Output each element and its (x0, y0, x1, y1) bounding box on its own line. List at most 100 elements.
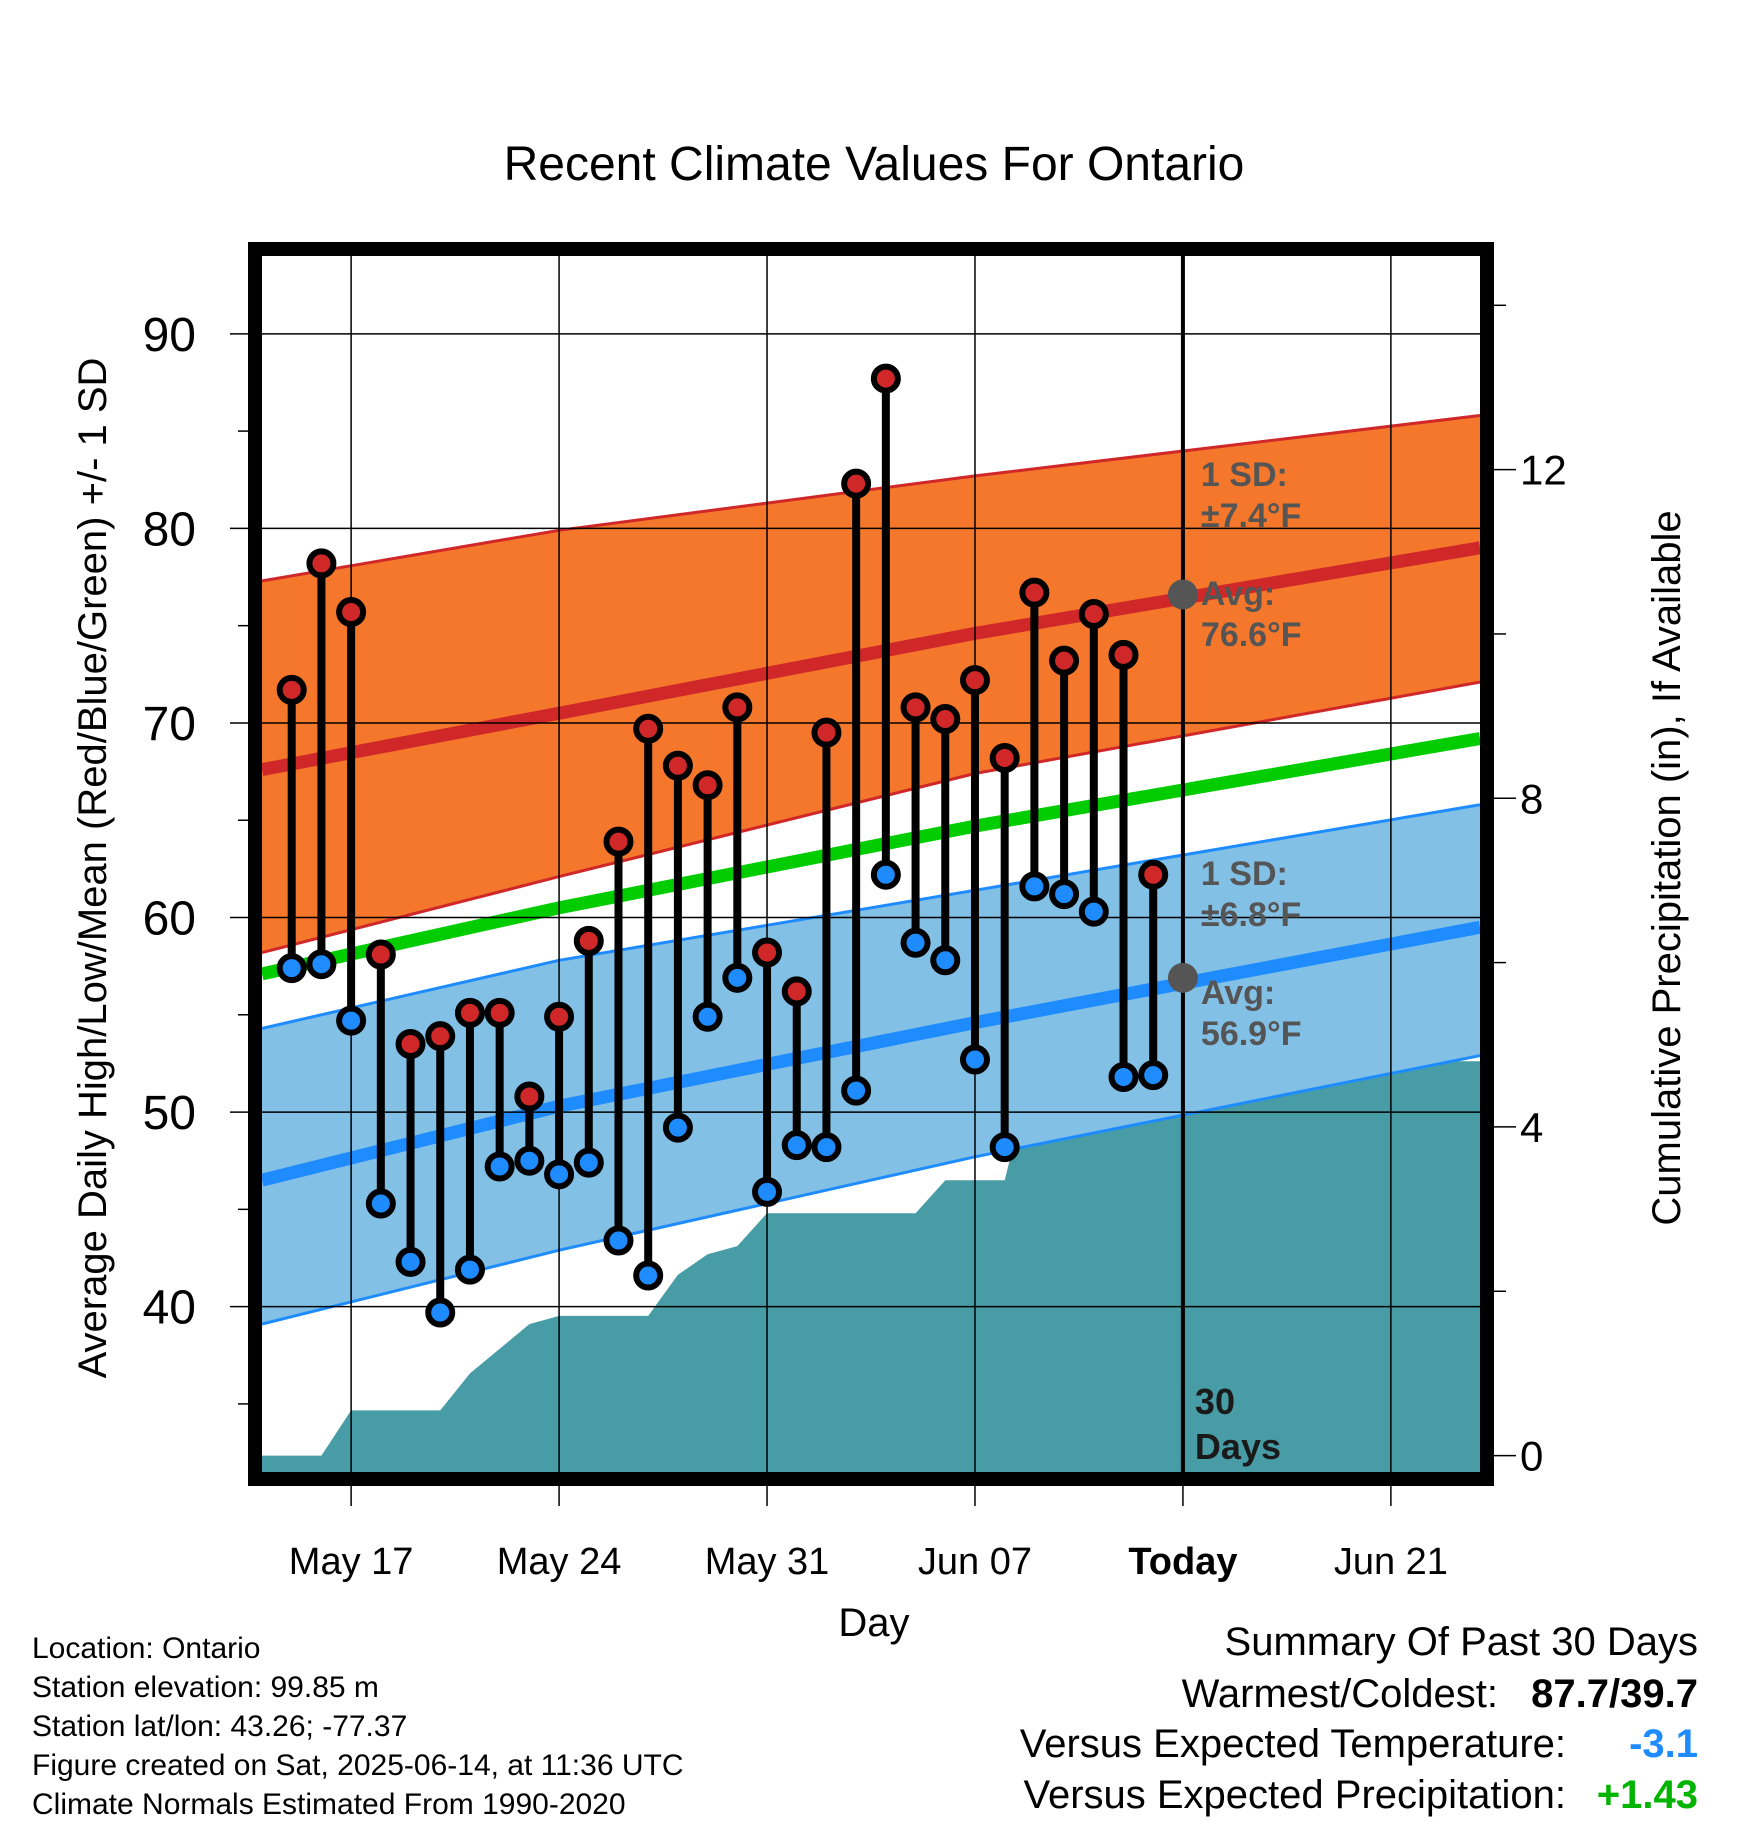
high-temp-point (1138, 859, 1169, 890)
high-temp-point (989, 742, 1020, 773)
warm-cold-label: Warmest/Coldest: (1181, 1672, 1498, 1716)
high-avg-label: Avg: (1201, 575, 1275, 613)
high-temp-point (900, 692, 931, 723)
precip-vs-expected-value: +1.43 (1596, 1773, 1698, 1817)
low-temp-point (425, 1297, 456, 1328)
high-temp-point (930, 704, 961, 735)
high-temp-point (306, 548, 337, 579)
low-sd-label: 1 SD: (1201, 855, 1288, 893)
high-sd-label: 1 SD: (1201, 456, 1288, 494)
low-temp-point (959, 1044, 990, 1075)
high-sd-value: ±7.4°F (1201, 497, 1301, 535)
high-temp-point (544, 1001, 575, 1032)
high-temp-point (692, 770, 723, 801)
y-tick-label: 80 (143, 503, 196, 556)
high-temp-point (425, 1021, 456, 1052)
high-temp-point (365, 939, 396, 970)
low-temp-point (276, 953, 307, 984)
low-temp-point (989, 1132, 1020, 1163)
x-axis-label: Day (838, 1601, 909, 1645)
today-high-avg-marker (1167, 579, 1198, 610)
low-temp-point (662, 1112, 693, 1143)
low-temp-point (811, 1132, 842, 1163)
low-temp-point (514, 1145, 545, 1176)
y-tick-label: 70 (143, 698, 196, 751)
period-label-unit: Days (1195, 1426, 1281, 1467)
temp-vs-expected-label: Versus Expected Temperature: (1019, 1722, 1566, 1766)
high-avg-value: 76.6°F (1201, 616, 1302, 654)
low-temp-point (365, 1188, 396, 1219)
high-temp-point (1078, 598, 1109, 629)
low-temp-point (633, 1260, 664, 1291)
low-temp-point (930, 945, 961, 976)
x-tick-label: Jun 21 (1334, 1541, 1448, 1583)
footer-normals: Climate Normals Estimated From 1990-2020 (32, 1788, 626, 1821)
period-label-number: 30 (1195, 1381, 1235, 1422)
high-temp-point (870, 363, 901, 394)
y-tick-label: 90 (143, 309, 196, 362)
y-tick-label: 40 (143, 1282, 196, 1335)
x-tick-label: May 24 (497, 1541, 622, 1583)
low-temp-point (870, 859, 901, 890)
low-avg-value: 56.9°F (1201, 1015, 1302, 1053)
footer-latlon: Station lat/lon: 43.26; -77.37 (32, 1710, 408, 1743)
footer-created: Figure created on Sat, 2025-06-14, at 11… (32, 1749, 684, 1782)
low-temp-point (573, 1147, 604, 1178)
low-temp-point (752, 1176, 783, 1207)
y2-tick-label: 0 (1520, 1433, 1543, 1480)
high-temp-point (1019, 577, 1050, 608)
high-temp-point (514, 1081, 545, 1112)
y2-tick-label: 12 (1520, 447, 1567, 494)
y-axis-label: Average Daily High/Low/Mean (Red/Blue/Gr… (71, 358, 115, 1379)
low-temp-point (781, 1130, 812, 1161)
plot-frame (248, 242, 1494, 1486)
low-temp-point (1108, 1062, 1139, 1093)
low-temp-point (841, 1075, 872, 1106)
high-temp-point (633, 713, 664, 744)
high-temp-point (752, 937, 783, 968)
low-temp-point (722, 962, 753, 993)
summary-title: Summary Of Past 30 Days (1224, 1620, 1698, 1664)
low-temp-point (306, 949, 337, 980)
warm-cold-value: 87.7/39.7 (1531, 1672, 1698, 1716)
high-temp-point (722, 692, 753, 723)
normal-low-band (262, 804, 1480, 1325)
y-tick-label: 50 (143, 1087, 196, 1140)
y2-axis-label: Cumulative Precipitation (in), If Availa… (1645, 510, 1689, 1225)
low-temp-point (484, 1151, 515, 1182)
y2-tick-label: 4 (1520, 1104, 1543, 1151)
high-temp-point (1108, 639, 1139, 670)
low-sd-value: ±6.8°F (1201, 896, 1301, 934)
low-temp-point (1019, 871, 1050, 902)
high-temp-point (662, 750, 693, 781)
low-temp-point (1138, 1060, 1169, 1091)
low-temp-point (544, 1159, 575, 1190)
low-temp-point (1078, 896, 1109, 927)
high-temp-point (484, 997, 515, 1028)
high-temp-point (841, 468, 872, 499)
today-low-avg-marker (1167, 962, 1198, 993)
low-temp-point (454, 1254, 485, 1285)
y-tick-label: 60 (143, 893, 196, 946)
y2-tick-label: 8 (1520, 775, 1543, 822)
x-tick-label: Today (1128, 1541, 1237, 1583)
x-tick-label: Jun 07 (918, 1541, 1032, 1583)
footer-elevation: Station elevation: 99.85 m (32, 1671, 379, 1704)
low-temp-point (603, 1225, 634, 1256)
precip-vs-expected-label: Versus Expected Precipitation: (1023, 1773, 1566, 1817)
x-tick-label: May 31 (705, 1541, 830, 1583)
low-temp-point (336, 1005, 367, 1036)
low-temp-point (692, 1001, 723, 1032)
low-temp-point (900, 927, 931, 958)
precip-area (262, 1061, 1480, 1472)
high-temp-point (959, 665, 990, 696)
high-temp-point (603, 826, 634, 857)
footer-location: Location: Ontario (32, 1632, 261, 1665)
low-temp-point (1049, 879, 1080, 910)
chart-title: Recent Climate Values For Ontario (504, 138, 1245, 191)
temp-vs-expected-value: -3.1 (1629, 1722, 1698, 1766)
high-temp-point (276, 674, 307, 705)
